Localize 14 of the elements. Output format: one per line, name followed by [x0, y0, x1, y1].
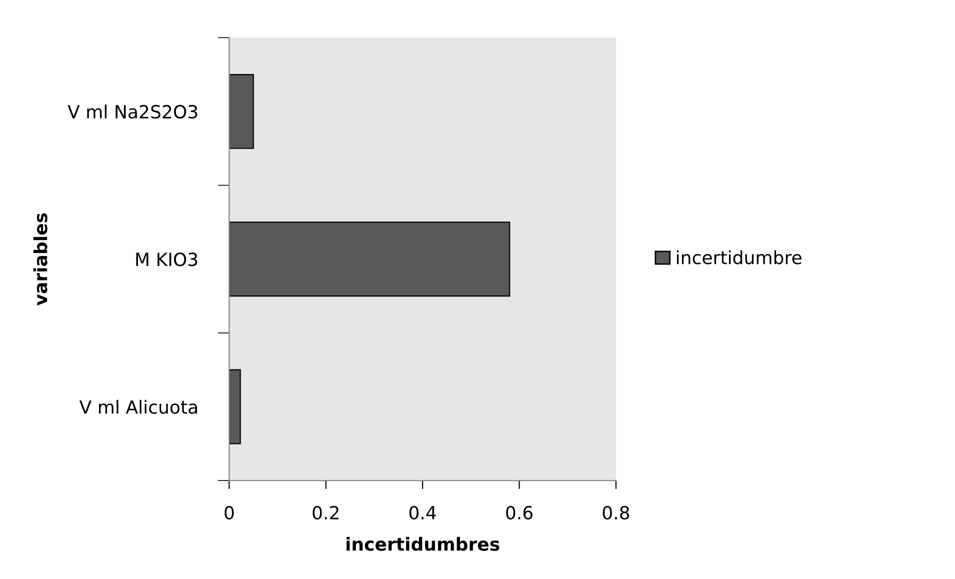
- bar: [229, 369, 241, 444]
- y-tick-label: M KIO3: [136, 252, 198, 266]
- bar: [229, 222, 510, 297]
- x-tick-label: 0: [224, 506, 234, 520]
- y-tick-label: V ml Alicuota: [79, 400, 198, 414]
- legend-label: incertidumbre: [676, 250, 802, 264]
- x-tick-label: 0.6: [506, 506, 532, 520]
- y-tick-label: V ml Na2S2O3: [68, 104, 198, 119]
- x-tick-label: 0.8: [602, 506, 630, 520]
- bar: [229, 74, 254, 149]
- x-tick-label: 0.4: [409, 506, 436, 520]
- y-axis-title: variables: [33, 213, 48, 306]
- x-tick-label: 0.2: [312, 506, 338, 520]
- x-axis-title: incertidumbres: [346, 536, 500, 551]
